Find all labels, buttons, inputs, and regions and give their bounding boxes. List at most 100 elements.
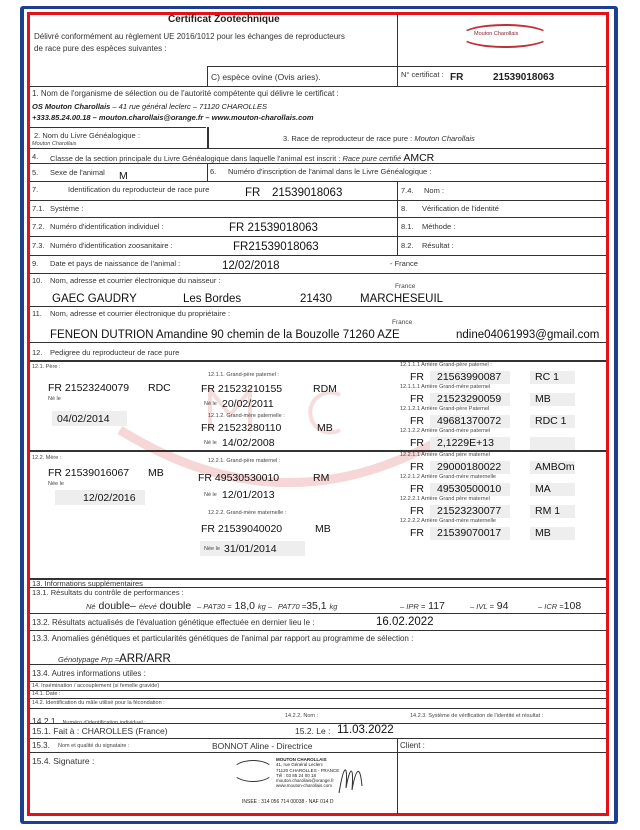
eleve-value: double	[159, 600, 192, 612]
s11-num: 11.	[32, 309, 42, 318]
s7-2-num: 7.2.	[32, 222, 45, 231]
genotype-value: ARR/ARR	[119, 653, 171, 665]
stamp-insee: INSEE : 314 056 714 00038 - NAF 014 D	[242, 799, 334, 805]
dam-label: 12.2. Mère :	[32, 455, 62, 461]
s3-label: 3. Race de reproducteur de race pure :	[283, 134, 415, 143]
s13-1-label: 13.1. Résultats du contrôle de performan…	[32, 588, 184, 597]
s14-1-label: 14.1. Date :	[32, 691, 61, 697]
stamp-line: MOUTON CHAROLLAIS	[276, 757, 327, 762]
s2-label: 2. Nom du Livre Généalogique :	[34, 131, 140, 140]
s9-label: Date et pays de naissance de l'animal :	[50, 259, 181, 268]
s7-2-value: FR 21539018063	[229, 222, 318, 234]
ivl-value: 94	[496, 600, 509, 612]
mgs-code: RM	[313, 472, 330, 484]
s7-label: Identification du reproducteur de race p…	[68, 185, 210, 194]
subtitle: Délivré conformément au règlement UE 201…	[34, 32, 345, 41]
icr-value: 108	[563, 600, 582, 612]
pat70-label: PAT70 =	[277, 602, 307, 611]
dam-born-label: Née le	[48, 481, 64, 487]
great-grandparent-label: 12.1.2.1 Arrière Grand-père Paternel	[400, 406, 490, 412]
s15-1-label: 15.1. Fait à : CHAROLLES (France)	[32, 726, 168, 736]
breeder-name: GAEC GAUDRY	[52, 293, 137, 305]
logo-text: Mouton Charollais	[474, 31, 519, 37]
owner-email: ndine04061993@gmail.com	[456, 329, 600, 341]
s12-label: Pedigree du reproducteur de race pure	[50, 348, 180, 357]
org-address: – 41 rue général leclerc – 71120 CHAROLL…	[110, 102, 267, 111]
cert-label: N° certificat :	[401, 70, 444, 79]
stamp-line: Tél : 03 85 24 00 18	[276, 772, 317, 778]
pgs-born: 20/02/2011	[222, 398, 274, 410]
s7-prefix: FR	[245, 187, 261, 199]
s1-label: 1. Nom de l'organisme de sélection ou de…	[32, 89, 339, 98]
stamp-line: 71120 CHAROLLES - FRANCE	[276, 767, 340, 773]
great-grandparent-country: FR	[410, 371, 424, 383]
s5-label: Sexe de l'animal	[50, 168, 105, 177]
pgs-born-label: Né le	[204, 401, 217, 407]
great-grandparent-label: 12.1.1.1 Arrière Grand-mère paternel	[400, 384, 491, 390]
s5-num: 5.	[32, 168, 39, 177]
stamp-line: www.mouton-charollais.com	[276, 783, 333, 789]
s14-2-3-label: 14.2.3. Système de vérification de l'ide…	[410, 713, 544, 719]
great-grandparent-id: 21523230077	[437, 505, 502, 517]
great-grandparent-id: 21523290059	[437, 393, 502, 405]
great-grandparent-country: FR	[410, 483, 424, 495]
pgs-code: RDM	[313, 383, 337, 395]
s15-2-label: 15.2. Le :	[295, 726, 331, 736]
kg-unit-2: kg	[329, 602, 338, 611]
page-title: Certificat Zootechnique	[168, 14, 280, 25]
s6-label: Numéro d'inscription de l'animal dans le…	[228, 167, 432, 176]
signatory: BONNOT Aline - Directrice	[212, 741, 313, 751]
s7-1-num: 7.1.	[32, 204, 45, 213]
dam-id: FR 21539016067	[48, 467, 130, 479]
s10-num: 10.	[32, 276, 43, 285]
s15-3-sublabel: Nom et qualité du signataire :	[58, 743, 130, 749]
sire-label: 12.1. Père :	[32, 364, 61, 370]
pat70-value: 35,1	[306, 600, 327, 612]
s11-label: Nom, adresse et courrier électronique du…	[50, 309, 231, 318]
great-grandparent-code: AMBOm	[535, 461, 575, 473]
species: C) espèce ovine (Ovis aries).	[211, 72, 321, 82]
great-grandparent-id: 21539070017	[437, 527, 502, 539]
s10-label: Nom, adresse et courrier électronique du…	[50, 276, 221, 285]
s15-3-label: 15.3.	[32, 741, 50, 750]
ne-label: Né	[86, 602, 96, 611]
pgd-born-label: Né le	[204, 440, 217, 446]
stamp-line: 41, rue Général Leclerc	[276, 762, 324, 768]
s4-num: 4.	[32, 152, 39, 161]
s8-label: Vérification de l'identité	[422, 204, 499, 213]
logo	[460, 24, 550, 48]
s2-value: Mouton Charollais	[32, 141, 77, 147]
s7-3-label: Numéro d'identification zoosanitaire :	[50, 241, 173, 250]
ipr-value: 117	[428, 600, 445, 612]
great-grandparent-country: FR	[410, 527, 424, 539]
s14-2-1-label: Numéro d'identification individuel :	[62, 720, 146, 726]
pgd-id: FR 21523280110	[201, 422, 282, 434]
s13-label: 13. Informations supplémentaires	[32, 579, 143, 588]
mgd-born-label: Née le	[204, 546, 220, 552]
great-grandparent-code: MB	[535, 527, 551, 539]
mgs-label: 12.2.1. Grand-père maternel :	[208, 458, 281, 464]
sire-born: 04/02/2014	[57, 413, 110, 425]
mgs-born: 12/01/2013	[222, 489, 275, 501]
s14-2-2-label: 14.2.2. Nom :	[285, 713, 319, 719]
pgd-born: 14/02/2008	[222, 437, 275, 449]
s9-num: 9.	[32, 259, 39, 268]
sire-code: RDC	[148, 382, 171, 394]
sire-born-label: Né le	[48, 396, 61, 402]
stamp-line: mouton.charollais@orange.fr	[276, 778, 334, 784]
cert-prefix: FR	[450, 72, 464, 83]
great-grandparent-id: 29000180022	[437, 461, 502, 473]
great-grandparent-id: 49530500010	[437, 483, 502, 495]
ipr-label: – IPR =	[400, 602, 426, 611]
org-name: OS Mouton Charollais	[32, 102, 111, 111]
s7-4-num: 7.4.	[401, 186, 414, 195]
great-grandparent-code: RM 1	[535, 505, 561, 517]
great-grandparent-label: 12.2.1.1 Arrière Grand père maternel	[400, 452, 490, 458]
s7-3-value: FR21539018063	[233, 241, 319, 253]
breeder-city: MARCHESEUIL	[360, 293, 444, 305]
pgs-id: FR 21523210155	[201, 383, 283, 395]
watermark-logo	[117, 384, 443, 488]
s8-2-num: 8.2.	[401, 241, 414, 250]
mgs-id: FR 49530530010	[198, 472, 280, 484]
s8-1-num: 8.1.	[401, 222, 414, 231]
